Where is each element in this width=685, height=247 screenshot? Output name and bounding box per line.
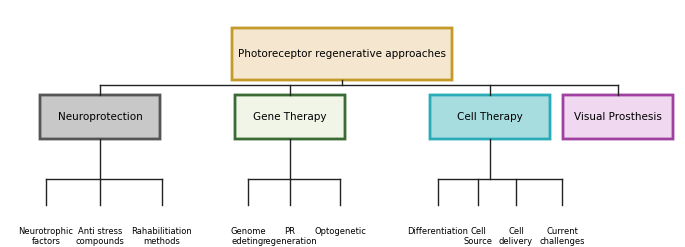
Text: Photoreceptor regenerative approaches: Photoreceptor regenerative approaches (238, 49, 446, 59)
Text: Visual Prosthesis: Visual Prosthesis (574, 112, 662, 122)
Text: Differentiation: Differentiation (408, 227, 469, 236)
Text: Genome
edeting: Genome edeting (230, 227, 266, 247)
Text: PR
regeneration: PR regeneration (262, 227, 317, 247)
Text: Neurotrophic
factors: Neurotrophic factors (18, 227, 73, 247)
Text: Cell Therapy: Cell Therapy (457, 112, 523, 122)
FancyBboxPatch shape (430, 95, 550, 139)
Text: Neuroprotection: Neuroprotection (58, 112, 142, 122)
Text: Rahabilitiation
methods: Rahabilitiation methods (132, 227, 192, 247)
Text: Current
challenges: Current challenges (539, 227, 585, 247)
Text: Optogenetic: Optogenetic (314, 227, 366, 236)
Text: Anti stress
compounds: Anti stress compounds (75, 227, 125, 247)
Text: Cell
Source: Cell Source (464, 227, 493, 247)
FancyBboxPatch shape (232, 28, 452, 80)
Text: Gene Therapy: Gene Therapy (253, 112, 327, 122)
FancyBboxPatch shape (235, 95, 345, 139)
Text: Cell
delivery: Cell delivery (499, 227, 533, 247)
FancyBboxPatch shape (563, 95, 673, 139)
FancyBboxPatch shape (40, 95, 160, 139)
